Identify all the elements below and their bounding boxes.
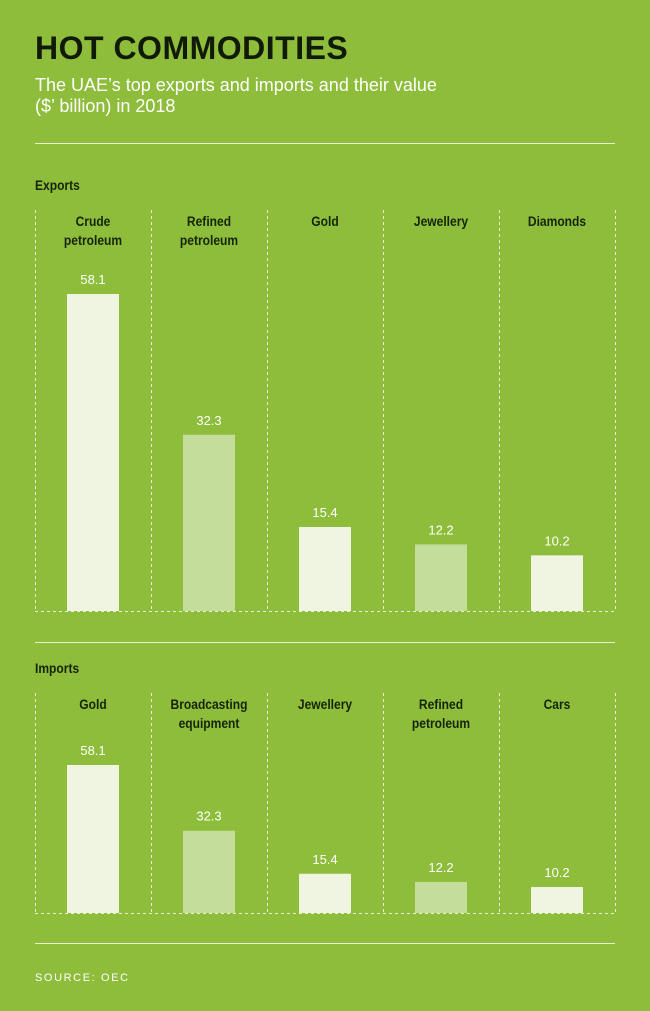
- import-category-label-jewellery: Jewellery: [298, 696, 353, 712]
- divider-middle: [35, 642, 615, 643]
- export-value-label-diamonds: 10.2: [544, 533, 569, 548]
- export-value-label-gold: 15.4: [312, 505, 337, 520]
- imports-section-label: Imports: [35, 660, 80, 676]
- export-value-label-crude-petroleum: 58.1: [80, 272, 105, 287]
- export-bar-gold: [299, 526, 351, 611]
- divider-bottom: [35, 943, 615, 944]
- import-bar-refined-petroleum: [415, 881, 467, 913]
- chart-title: HOT COMMODITIES: [35, 30, 349, 66]
- import-bar-cars: [531, 887, 583, 913]
- import-value-label-refined-petroleum: 12.2: [428, 860, 453, 875]
- import-bar-broadcasting-equipment: [183, 830, 235, 913]
- import-value-label-jewellery: 15.4: [312, 852, 337, 867]
- chart-subtitle: The UAE’s top exports and imports and th…: [35, 75, 437, 116]
- export-value-label-jewellery: 12.2: [428, 522, 453, 537]
- import-category-label-cars: Cars: [544, 696, 571, 712]
- export-bar-jewellery: [415, 544, 467, 611]
- export-category-label-crude-petroleum: Crude petroleum: [64, 213, 122, 248]
- export-category-label-diamonds: Diamonds: [528, 213, 586, 229]
- import-value-label-gold: 58.1: [80, 743, 105, 758]
- import-bar-gold: [67, 765, 119, 913]
- export-bar-diamonds: [531, 555, 583, 611]
- import-category-label-broadcasting-equipment: Broadcasting equipment: [171, 696, 248, 731]
- export-bar-crude-petroleum: [67, 294, 119, 611]
- import-category-label-refined-petroleum: Refined petroleum: [412, 696, 470, 731]
- import-category-label-gold: Gold: [79, 696, 106, 712]
- export-bar-refined-petroleum: [183, 434, 235, 611]
- divider-top: [35, 143, 615, 144]
- import-value-label-broadcasting-equipment: 32.3: [196, 809, 221, 824]
- export-value-label-refined-petroleum: 32.3: [196, 413, 221, 428]
- export-category-label-jewellery: Jewellery: [414, 213, 469, 229]
- export-category-label-refined-petroleum: Refined petroleum: [180, 213, 238, 248]
- import-value-label-cars: 10.2: [544, 865, 569, 880]
- export-category-label-gold: Gold: [311, 213, 338, 229]
- import-bar-jewellery: [299, 873, 351, 913]
- exports-section-label: Exports: [35, 177, 80, 193]
- source-note: SOURCE: OEC: [35, 972, 130, 984]
